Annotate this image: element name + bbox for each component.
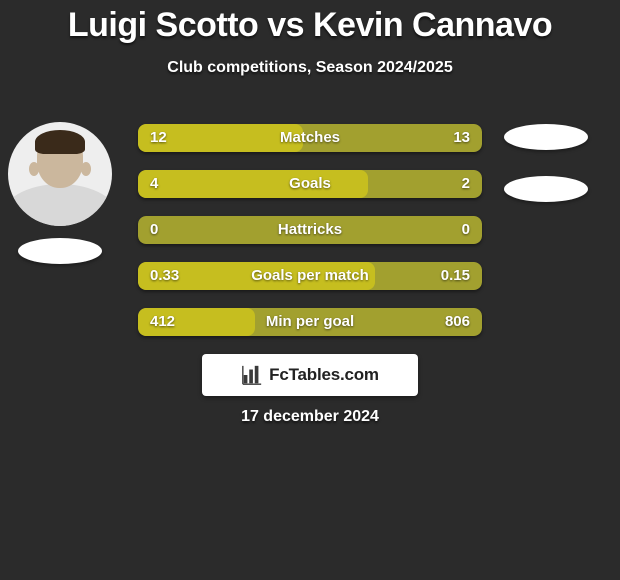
- branding-text: FcTables.com: [269, 365, 379, 385]
- comparison-bars: 12Matches13 4Goals2 0Hattricks0 0.33Goals p…: [138, 124, 482, 336]
- bar-right-value: 0.15: [441, 262, 470, 290]
- player-left-column: [8, 122, 112, 264]
- bar-label: Goals per match: [138, 262, 482, 290]
- player-left-club-badge: [18, 238, 102, 264]
- bar-right-value: 806: [445, 308, 470, 336]
- generation-date: 17 december 2024: [0, 408, 620, 426]
- bar-right-value: 13: [453, 124, 470, 152]
- bar-row: 0.33Goals per match0.15: [138, 262, 482, 290]
- bar-label: Hattricks: [138, 216, 482, 244]
- bar-right-value: 0: [462, 216, 470, 244]
- page-title: Luigi Scotto vs Kevin Cannavo: [0, 0, 620, 45]
- branding-box: FcTables.com: [202, 354, 418, 396]
- player-right-club-badge-1: [504, 124, 588, 150]
- bar-chart-icon: [241, 364, 263, 386]
- bar-label: Matches: [138, 124, 482, 152]
- avatar-ears-shape: [31, 162, 89, 176]
- player-right-club-badge-2: [504, 176, 588, 202]
- player-left-avatar: [8, 122, 112, 226]
- page-subtitle: Club competitions, Season 2024/2025: [0, 59, 620, 77]
- bar-row: 412Min per goal806: [138, 308, 482, 336]
- bar-row: 4Goals2: [138, 170, 482, 198]
- bar-row: 0Hattricks0: [138, 216, 482, 244]
- comparison-card: Luigi Scotto vs Kevin Cannavo Club compe…: [0, 0, 620, 580]
- bar-label: Goals: [138, 170, 482, 198]
- bar-right-value: 2: [462, 170, 470, 198]
- bar-label: Min per goal: [138, 308, 482, 336]
- bar-row: 12Matches13: [138, 124, 482, 152]
- avatar-body-shape: [8, 184, 112, 226]
- player-right-column: [494, 122, 598, 202]
- avatar-hair-shape: [35, 130, 85, 154]
